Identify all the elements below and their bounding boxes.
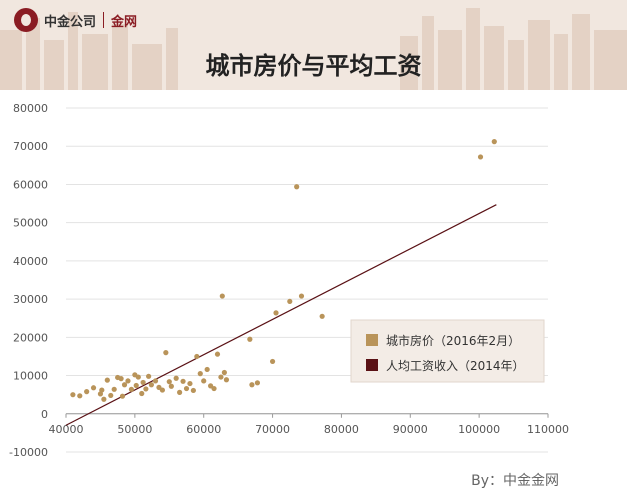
data-point	[183, 385, 190, 392]
data-point	[135, 374, 141, 380]
data-point	[119, 393, 126, 399]
data-point	[90, 385, 97, 391]
data-point	[143, 386, 149, 392]
data-point	[269, 358, 276, 365]
brand-divider	[103, 12, 105, 28]
data-point	[108, 392, 114, 399]
brand-subname: 金网	[111, 14, 138, 30]
data-point	[187, 380, 193, 387]
data-point	[77, 393, 83, 399]
data-point	[298, 293, 305, 299]
y-tick-label: 40000	[13, 255, 48, 268]
x-tick-label: 90000	[393, 423, 428, 436]
data-point	[223, 377, 230, 383]
x-tick-label: 80000	[324, 423, 359, 436]
data-point	[173, 375, 179, 381]
data-point	[104, 377, 110, 383]
data-point	[214, 351, 221, 357]
data-point	[159, 387, 165, 393]
data-point	[221, 369, 227, 376]
data-point	[218, 374, 224, 380]
data-point	[70, 392, 76, 398]
data-point	[477, 154, 484, 160]
data-point	[111, 386, 117, 392]
data-point	[121, 382, 128, 388]
y-tick-label: 50000	[13, 217, 48, 230]
data-point	[139, 390, 145, 397]
header-banner: 中金公司 金网 城市房价与平均工资	[0, 0, 627, 90]
y-tick-label: 10000	[13, 370, 48, 383]
footer-credit: By：中金金网	[471, 473, 559, 489]
data-point	[168, 383, 174, 389]
x-tick-label: 60000	[186, 423, 221, 436]
x-tick-label: 50000	[117, 423, 152, 436]
data-point	[180, 378, 186, 384]
y-tick-label: 80000	[13, 102, 48, 115]
y-tick-label: 60000	[13, 178, 48, 191]
data-point	[204, 366, 210, 373]
data-point	[125, 378, 131, 384]
y-tick-label: 30000	[13, 293, 48, 306]
legend-box	[350, 319, 545, 383]
data-point	[128, 386, 135, 392]
data-point	[84, 389, 90, 395]
data-point	[219, 293, 225, 299]
data-point	[194, 353, 200, 360]
brand: 中金公司 金网	[14, 8, 137, 32]
data-point	[201, 378, 207, 384]
data-point	[197, 371, 203, 377]
data-point	[254, 380, 261, 386]
legend-swatch-income	[366, 359, 378, 371]
data-point	[249, 382, 255, 388]
data-point	[148, 382, 154, 388]
data-point	[319, 313, 325, 319]
data-point	[118, 376, 124, 382]
trend-line	[65, 204, 497, 426]
data-point	[99, 387, 105, 393]
skyline-decoration	[0, 8, 627, 90]
data-point	[491, 139, 497, 145]
data-point	[152, 378, 159, 384]
brand-name: 中金公司	[44, 14, 97, 30]
x-tick-label: 100000	[458, 423, 500, 436]
data-point	[287, 298, 293, 305]
legend-label-income: 人均工资收入（2014年）	[386, 359, 525, 373]
data-point	[273, 310, 279, 316]
data-point	[177, 389, 183, 395]
data-point	[133, 382, 139, 389]
data-point	[101, 396, 107, 402]
y-tick-label: -10000	[9, 446, 48, 459]
data-point	[140, 379, 146, 386]
data-point	[146, 373, 152, 379]
data-point	[247, 336, 253, 342]
legend-swatch-house-price	[366, 334, 378, 346]
y-tick-label: 0	[41, 408, 48, 421]
company-logo-icon	[14, 8, 38, 32]
x-tick-label: 70000	[255, 423, 290, 436]
data-point	[166, 379, 172, 385]
y-tick-label: 70000	[13, 140, 48, 153]
x-tick-label: 110000	[527, 423, 569, 436]
y-tick-label: 20000	[13, 331, 48, 344]
data-point	[163, 350, 169, 356]
data-point	[190, 387, 196, 394]
page-title: 城市房价与平均工资	[205, 52, 422, 80]
data-point	[294, 184, 300, 190]
x-tick-label: 40000	[49, 423, 84, 436]
data-point	[211, 385, 217, 392]
legend-label-house-price: 城市房价（2016年2月）	[386, 333, 520, 348]
